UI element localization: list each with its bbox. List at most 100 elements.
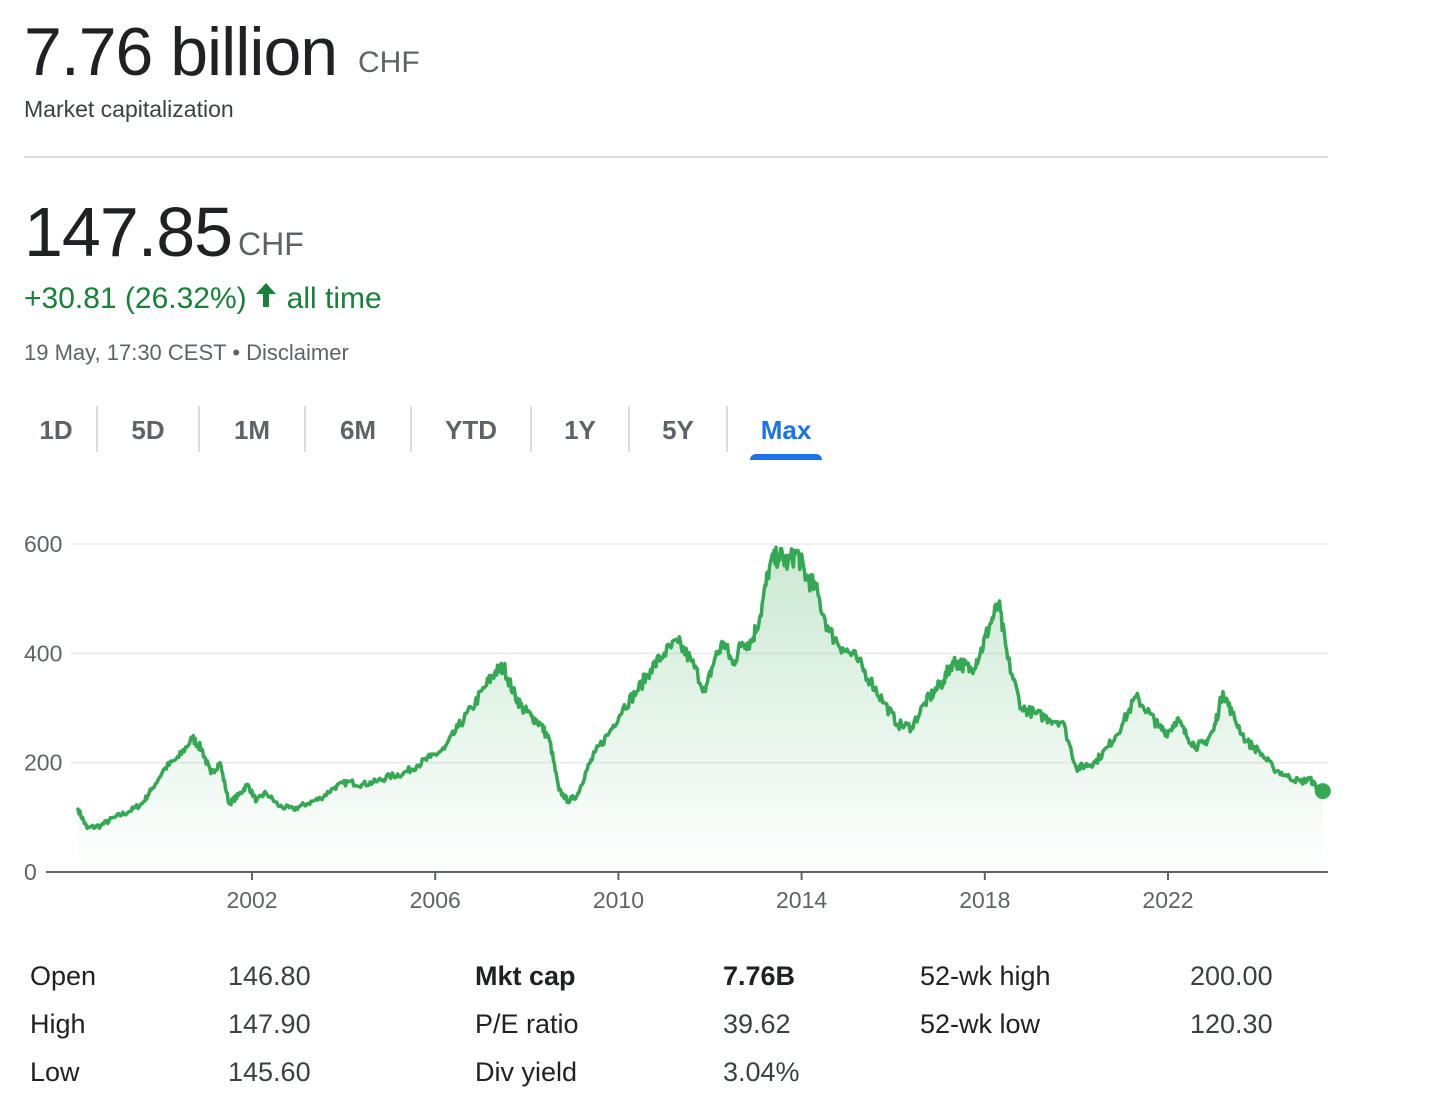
price-change-value: +30.81 (26.32%): [24, 282, 247, 315]
data-point: [191, 737, 194, 739]
x-tick-label: 2014: [776, 887, 827, 913]
stat-label-high: High: [30, 1009, 86, 1039]
data-point: [86, 827, 88, 830]
data-point: [649, 668, 652, 671]
y-tick-label: 600: [24, 531, 62, 557]
stat-value-open: 146.80: [228, 961, 311, 991]
data-point: [374, 781, 377, 783]
data-point: [1135, 696, 1137, 698]
data-point: [828, 630, 830, 633]
data-point: [1048, 718, 1050, 720]
data-point: [594, 750, 597, 753]
tab-5d[interactable]: 5D: [131, 415, 165, 445]
data-point: [951, 660, 954, 663]
data-point: [663, 652, 666, 655]
data-point: [457, 726, 459, 728]
market-cap-value: 7.76 billion: [24, 14, 338, 90]
data-point: [883, 701, 885, 704]
data-point: [805, 576, 807, 578]
current-price-dot[interactable]: [1314, 783, 1331, 800]
data-point: [319, 797, 322, 799]
tab-ytd[interactable]: YTD: [445, 415, 497, 445]
data-point: [402, 772, 404, 775]
data-point: [741, 641, 743, 644]
data-point: [210, 772, 212, 775]
data-point: [869, 679, 872, 682]
disclaimer-link[interactable]: Disclaimer: [246, 340, 349, 365]
stat-label-low: Low: [30, 1057, 80, 1087]
data-point: [585, 770, 588, 772]
price-area: [78, 547, 1323, 872]
stat-value-52wk-high: 200.00: [1190, 961, 1273, 991]
data-point: [777, 554, 780, 556]
data-point: [503, 666, 505, 668]
data-point: [347, 781, 350, 783]
data-point: [512, 690, 514, 693]
data-point: [1167, 731, 1169, 734]
data-point: [1176, 718, 1178, 720]
data-point: [471, 707, 473, 709]
data-point: [635, 690, 638, 693]
data-point: [997, 603, 1000, 605]
data-point: [988, 625, 991, 627]
data-point: [759, 614, 762, 616]
tab-divider: [96, 406, 98, 452]
data-point: [443, 748, 446, 750]
tab-max[interactable]: Max: [750, 404, 822, 460]
data-point: [264, 791, 267, 794]
data-point: [713, 658, 716, 660]
tab-1m[interactable]: 1M: [233, 415, 271, 445]
data-point: [855, 658, 858, 660]
data-point: [292, 808, 295, 810]
tab-divider: [726, 406, 728, 452]
data-point: [278, 805, 281, 808]
data-point: [1231, 712, 1233, 715]
data-point: [1222, 690, 1224, 693]
data-point: [1084, 764, 1087, 767]
data-point: [924, 701, 927, 704]
data-point: [237, 794, 240, 797]
data-point: [1185, 734, 1188, 737]
data-point: [933, 690, 936, 693]
stat-label-pe-ratio: P/E ratio: [475, 1009, 579, 1039]
tab-5y[interactable]: 5Y: [662, 415, 694, 445]
data-point: [1300, 781, 1302, 783]
data-point: [306, 802, 308, 805]
data-point: [677, 641, 679, 644]
data-point: [1245, 740, 1247, 742]
data-point: [896, 723, 899, 726]
tab-divider: [304, 406, 306, 452]
data-point: [1286, 775, 1288, 778]
stat-label-mkt-cap: Mkt cap: [475, 961, 576, 991]
price-change-period: all time: [286, 282, 382, 315]
data-point: [141, 802, 143, 805]
data-point: [361, 783, 363, 786]
timestamp: 19 May, 17:30 CEST: [24, 340, 227, 365]
stat-value-low: 145.60: [228, 1057, 311, 1087]
stat-value-div-yield: 3.04%: [723, 1057, 800, 1087]
tab-6m[interactable]: 6M: [339, 415, 377, 445]
data-point: [429, 756, 432, 758]
stat-label-div-yield: Div yield: [475, 1057, 578, 1087]
x-axis: 2002 2006 2010 2014 2018 2022: [226, 872, 1194, 913]
data-point: [1061, 720, 1064, 723]
tab-1y[interactable]: 1Y: [564, 415, 596, 445]
data-point: [842, 647, 844, 649]
data-point: [1006, 658, 1009, 660]
divider: [24, 156, 1328, 158]
data-point: [732, 663, 734, 666]
y-axis: 0 200 400 600: [24, 531, 62, 885]
y-tick-label: 200: [24, 750, 62, 776]
data-point: [970, 668, 972, 671]
x-tick-label: 2018: [959, 887, 1010, 913]
stat-label-52wk-low: 52-wk low: [920, 1009, 1041, 1039]
data-point: [1121, 723, 1123, 726]
data-point: [113, 816, 116, 819]
stat-label-52wk-high: 52-wk high: [920, 961, 1051, 991]
data-point: [750, 641, 753, 644]
data-point: [219, 761, 221, 764]
data-point: [787, 562, 789, 564]
data-point: [796, 551, 798, 553]
price-value: 147.85: [24, 193, 233, 271]
tab-1d[interactable]: 1D: [39, 415, 73, 445]
